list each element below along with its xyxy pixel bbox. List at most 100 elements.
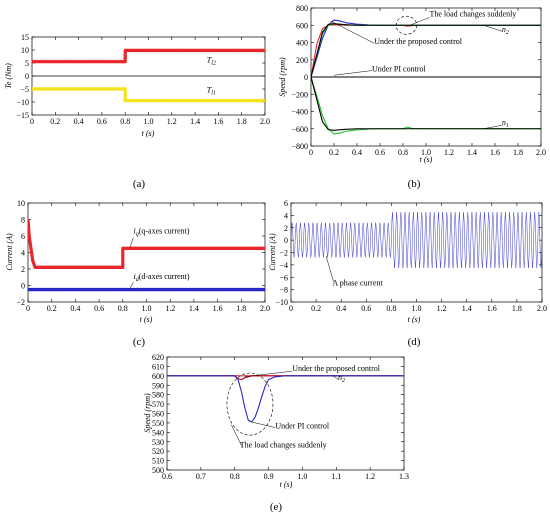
y-tick-label-c: 4 [21,249,25,258]
annotation-b-0: The load changes suddenly [429,10,516,19]
series-label-a-1-sub: l1 [211,91,216,97]
y-axis-label-d: Current (A) [268,233,277,271]
plot-area-d [291,212,542,268]
y-tick-label-a: 15 [21,33,29,42]
y-tick-label-d: 6 [284,199,288,208]
x-tick-label-d: 1.2 [437,304,447,313]
leader-line-e [251,421,276,428]
y-tick-label-a: 5 [25,59,29,68]
series-line-a-0 [32,48,265,64]
annotation-c-1: id(d-axes current) [133,272,189,283]
caption-c: (c) [133,336,146,348]
y-tick-label-c: 10 [17,199,25,208]
x-tick-label-e: 1.1 [331,472,341,481]
y-axis-label-b: Speed (rpm) [278,57,287,97]
x-tick-label-b: 0.8 [398,148,408,157]
y-tick-label-c: 8 [21,216,25,225]
annotation-e-1: n2 [338,373,345,384]
chart-panel-d: 0 0.2 0.4 0.6 0.8 1.0 1.2 1.4 1.6 1.8 2.0 6 4 2 0 −2 −4 −… [268,199,547,348]
caption-d: (d) [408,336,421,348]
x-axis-label-c: t (s) [140,315,153,324]
x-tick-label-b: 1.8 [513,148,523,157]
x-tick-label-c: 2.0 [260,304,270,313]
annotation-e-0: Under the proposed control [292,364,381,373]
series-line-e-1 [167,375,404,381]
series-line-b-5 [311,76,541,131]
axes-frame-c [27,202,266,303]
y-tick-label-b: −600 [291,125,308,134]
y-tick-label-c: 2 [21,265,25,274]
x-axis-label-d: t (s) [408,315,421,324]
x-tick-label-e: 1.3 [399,472,409,481]
annotation-b-1-sub: 2 [506,30,509,36]
y-tick-label-d: 2 [284,224,288,233]
series-noise-a-1 [32,86,265,100]
series-line-b-0 [311,24,541,78]
chart-panel-e: 0.6 0.7 0.8 0.9 1.0 1.1 1.2 1.36206106005905805… [143,353,409,513]
y-tick-label-d: 4 [284,211,288,220]
y-tick-label-b: −200 [291,90,308,99]
y-tick-label-e: 610 [152,362,164,371]
x-tick-label-c: 1.6 [213,304,223,313]
highlight-circle-b [395,15,418,35]
leader-line-b [409,17,430,26]
annotation-e-2: Under PI control [275,422,330,431]
x-tick-label-a: 0.4 [74,117,84,126]
y-tick-label-b: 800 [296,4,308,13]
x-tick-label-a: 2.0 [260,117,270,126]
annotation-e-1-main: n [338,373,342,382]
x-tick-label-d: 0.6 [361,304,371,313]
annotation-c-0-rest: (q-axes current) [139,227,190,236]
annotation-c-1-main: i [133,272,135,281]
annotation-b-3: Under PI control [372,64,427,73]
y-tick-label-b: 200 [296,56,308,65]
leader-line-e [231,424,242,446]
y-tick-label-c: 0 [21,282,25,291]
highlight-circle-e [226,372,274,436]
x-tick-label-b: 1.6 [490,148,500,157]
y-tick-label-e: 580 [152,391,164,400]
plot-area-c [28,217,265,292]
y-tick-label-e: 510 [152,457,164,466]
y-tick-label-d: −4 [279,261,288,270]
x-tick-label-d: 1.0 [412,304,422,313]
x-tick-label-b: 1.4 [467,148,477,157]
x-tick-label-d: 1.4 [462,304,472,313]
x-tick-label-b: 0.2 [329,148,339,157]
x-tick-label-c: 1.0 [142,304,152,313]
leader-line-b [483,125,502,129]
x-tick-label-a: 1.8 [237,117,247,126]
x-tick-label-a: 0.8 [120,117,130,126]
x-tick-label-d: 0.4 [336,304,346,313]
x-tick-label-b: 2.0 [536,148,546,157]
y-tick-label-d: −8 [279,286,288,295]
y-tick-label-a: −10 [16,98,29,107]
y-tick-label-a: −5 [20,85,29,94]
caption-a: (a) [133,178,146,190]
x-tick-label-d: 1.6 [487,304,497,313]
caption-e: (e) [270,501,283,513]
series-line-b-4 [311,76,541,135]
y-tick-label-c: 6 [21,232,25,241]
y-tick-label-b: 400 [296,39,308,48]
x-tick-label-b: 0.4 [352,148,362,157]
x-tick-label-d: 0.8 [386,304,396,313]
x-tick-label-e: 0.6 [162,472,172,481]
chart-panel-b: 0 0.2 0.4 0.6 0.8 1.0 1.2 1.4 1.6 1.8 2.0 800 600 400… [278,4,546,190]
y-axis-label-c: Current (A) [5,233,14,271]
x-tick-label-c: 0 [26,304,30,313]
series-line-a-1 [32,87,265,103]
annotation-b-1-main: n [502,25,506,34]
leader-line-c [129,282,134,289]
x-axis-label-b: t (s) [420,155,433,164]
x-tick-label-a: 1.2 [167,117,177,126]
series-label-a-1-main: T [207,86,212,95]
y-tick-label-d: 0 [284,236,288,245]
y-tick-label-e: 520 [152,447,164,456]
annotation-c-0-sub: q [136,232,139,238]
x-tick-label-b: 1.0 [421,148,431,157]
annotation-d-0: A phase current [332,278,383,287]
x-tick-label-c: 1.4 [189,304,199,313]
y-tick-label-d: −10 [275,298,288,307]
